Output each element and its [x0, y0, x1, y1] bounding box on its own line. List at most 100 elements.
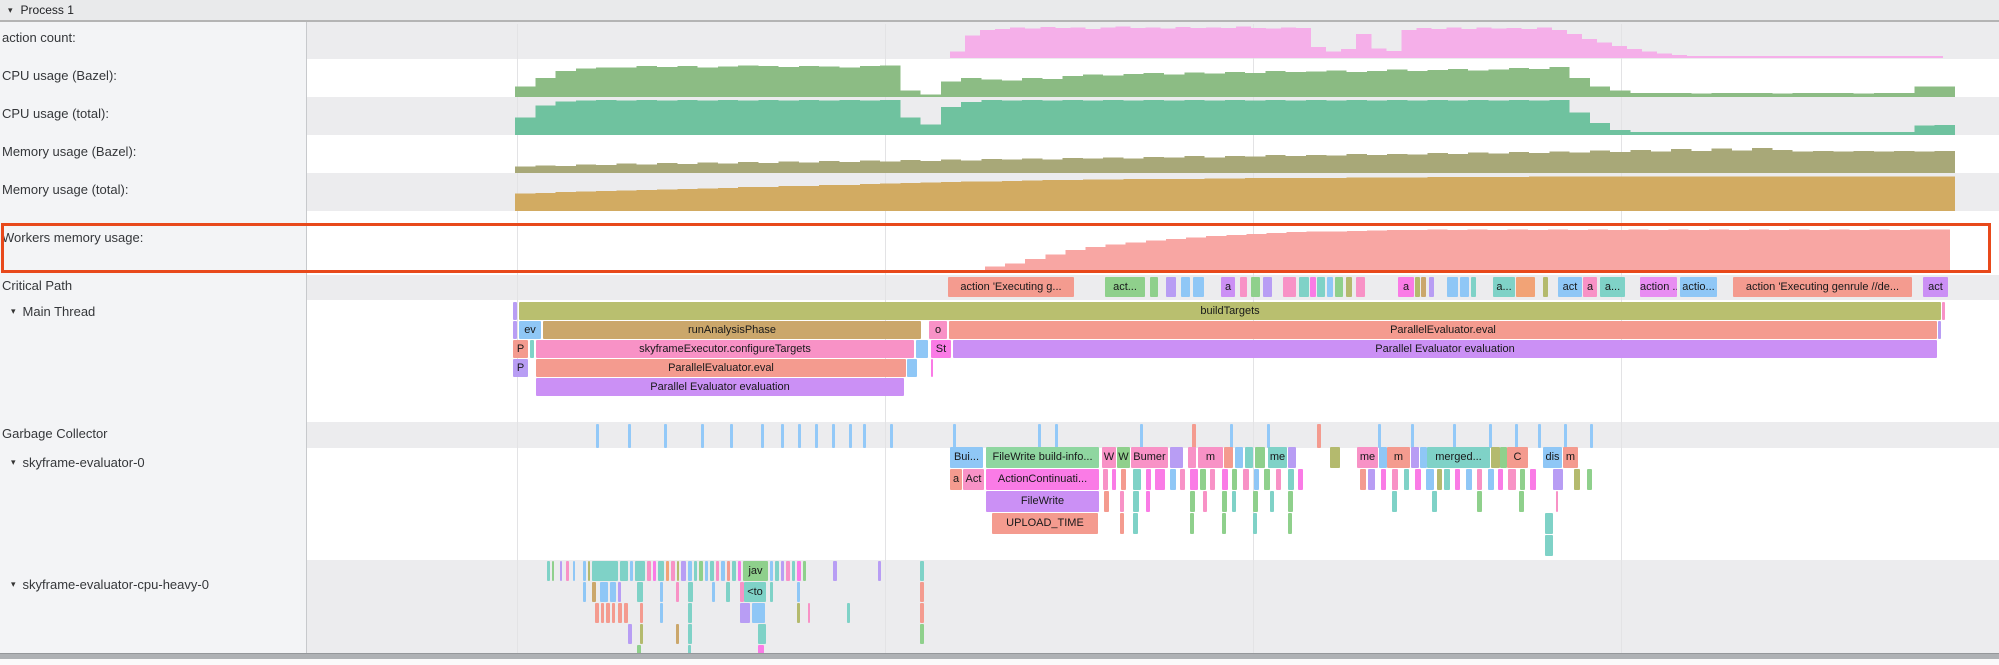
trace-span[interactable] [1477, 491, 1482, 512]
trace-span[interactable] [1429, 277, 1434, 297]
trace-span[interactable] [547, 561, 550, 581]
trace-span[interactable] [592, 582, 596, 602]
trace-span[interactable] [1426, 469, 1434, 490]
trace-span[interactable]: me [1268, 447, 1287, 468]
trace-span[interactable] [1288, 447, 1296, 468]
trace-span[interactable] [628, 624, 632, 644]
trace-span[interactable] [1508, 469, 1516, 490]
trace-span[interactable] [1288, 469, 1294, 490]
trace-span[interactable] [699, 561, 703, 581]
trace-span[interactable] [660, 603, 663, 623]
trace-span[interactable]: actio... [1680, 277, 1717, 297]
trace-span[interactable]: m [1387, 447, 1410, 468]
trace-span[interactable] [583, 582, 586, 602]
process-group-header[interactable]: ▾ Process 1 [0, 0, 1999, 22]
trace-span[interactable] [710, 561, 714, 581]
trace-span[interactable] [1155, 469, 1165, 490]
trace-span[interactable] [1466, 469, 1472, 490]
trace-span[interactable] [1327, 277, 1333, 297]
trace-span[interactable]: FileWrite build-info... [986, 447, 1099, 468]
trace-span[interactable] [1556, 491, 1558, 512]
trace-span[interactable] [1254, 469, 1259, 490]
gc-tick[interactable] [1317, 424, 1321, 448]
trace-span[interactable] [618, 582, 621, 602]
trace-span[interactable] [1368, 469, 1375, 490]
trace-span[interactable]: a... [1493, 277, 1515, 297]
trace-span[interactable]: ev [519, 321, 541, 339]
trace-span[interactable] [688, 624, 692, 644]
trace-span[interactable] [920, 603, 924, 623]
trace-span[interactable] [630, 561, 633, 581]
trace-span[interactable] [1288, 513, 1292, 534]
trace-span[interactable] [781, 561, 784, 581]
gc-tick[interactable] [890, 424, 893, 448]
trace-span[interactable]: a... [1600, 277, 1625, 297]
trace-span[interactable] [1415, 277, 1420, 297]
trace-span[interactable] [1240, 277, 1247, 297]
trace-span[interactable] [920, 624, 924, 644]
trace-span[interactable]: m [1198, 447, 1223, 468]
trace-span[interactable] [647, 561, 651, 581]
trace-span[interactable]: W [1102, 447, 1116, 468]
trace-span[interactable] [666, 561, 669, 581]
trace-span[interactable] [1203, 491, 1207, 512]
trace-span[interactable] [1193, 277, 1204, 297]
trace-span[interactable] [1317, 277, 1325, 297]
trace-span[interactable] [660, 582, 663, 602]
gc-tick[interactable] [1538, 424, 1541, 448]
trace-span[interactable] [920, 561, 924, 581]
trace-span[interactable] [1150, 277, 1158, 297]
trace-span[interactable] [732, 561, 736, 581]
trace-span[interactable] [640, 624, 643, 644]
trace-span[interactable] [606, 603, 610, 623]
trace-span[interactable] [1121, 469, 1126, 490]
collapse-triangle-icon[interactable]: ▾ [8, 4, 13, 15]
trace-span[interactable] [573, 561, 575, 581]
trace-span[interactable] [1455, 469, 1460, 490]
trace-span[interactable] [688, 603, 692, 623]
trace-span[interactable] [1543, 277, 1548, 297]
sidebar-item-main-thread[interactable]: ▾ Main Thread [2, 304, 95, 319]
gc-tick[interactable] [1038, 424, 1041, 448]
trace-span[interactable] [716, 561, 719, 581]
trace-span[interactable] [513, 321, 517, 339]
trace-span[interactable] [1587, 469, 1592, 490]
gc-tick[interactable] [1564, 424, 1567, 448]
trace-span[interactable] [916, 340, 928, 358]
trace-span[interactable] [1942, 302, 1945, 320]
gc-tick[interactable] [953, 424, 956, 448]
trace-span[interactable] [1444, 469, 1450, 490]
cpu-usage-bazel-chart[interactable] [515, 62, 1955, 97]
gc-tick[interactable] [849, 424, 852, 448]
gc-tick[interactable] [701, 424, 704, 448]
trace-span[interactable] [1180, 469, 1185, 490]
trace-span[interactable] [1520, 469, 1525, 490]
trace-span[interactable] [610, 582, 616, 602]
trace-span[interactable] [1356, 277, 1365, 297]
trace-span[interactable] [740, 603, 750, 623]
trace-span[interactable] [1170, 469, 1176, 490]
trace-span[interactable]: runAnalysisPhase [543, 321, 921, 339]
trace-span[interactable] [797, 561, 801, 581]
trace-span[interactable] [583, 561, 586, 581]
trace-span[interactable]: UPLOAD_TIME [992, 513, 1098, 534]
trace-span[interactable] [1530, 469, 1536, 490]
gc-tick[interactable] [1590, 424, 1593, 448]
trace-span[interactable] [1379, 447, 1387, 468]
gc-tick[interactable] [1515, 424, 1518, 448]
trace-span[interactable] [1553, 469, 1563, 490]
trace-span[interactable] [1253, 491, 1258, 512]
trace-span[interactable]: o [929, 321, 947, 339]
trace-span[interactable]: a [1583, 277, 1597, 297]
trace-span[interactable] [1224, 447, 1233, 468]
trace-span[interactable] [1330, 447, 1340, 468]
trace-span[interactable] [907, 359, 917, 377]
trace-span[interactable] [1190, 491, 1195, 512]
trace-span[interactable] [1404, 469, 1409, 490]
trace-span[interactable] [1188, 447, 1196, 468]
trace-span[interactable] [1232, 469, 1237, 490]
gc-tick[interactable] [781, 424, 784, 448]
trace-span[interactable]: dis [1543, 447, 1562, 468]
trace-span[interactable] [920, 582, 924, 602]
trace-span[interactable] [1421, 277, 1426, 297]
